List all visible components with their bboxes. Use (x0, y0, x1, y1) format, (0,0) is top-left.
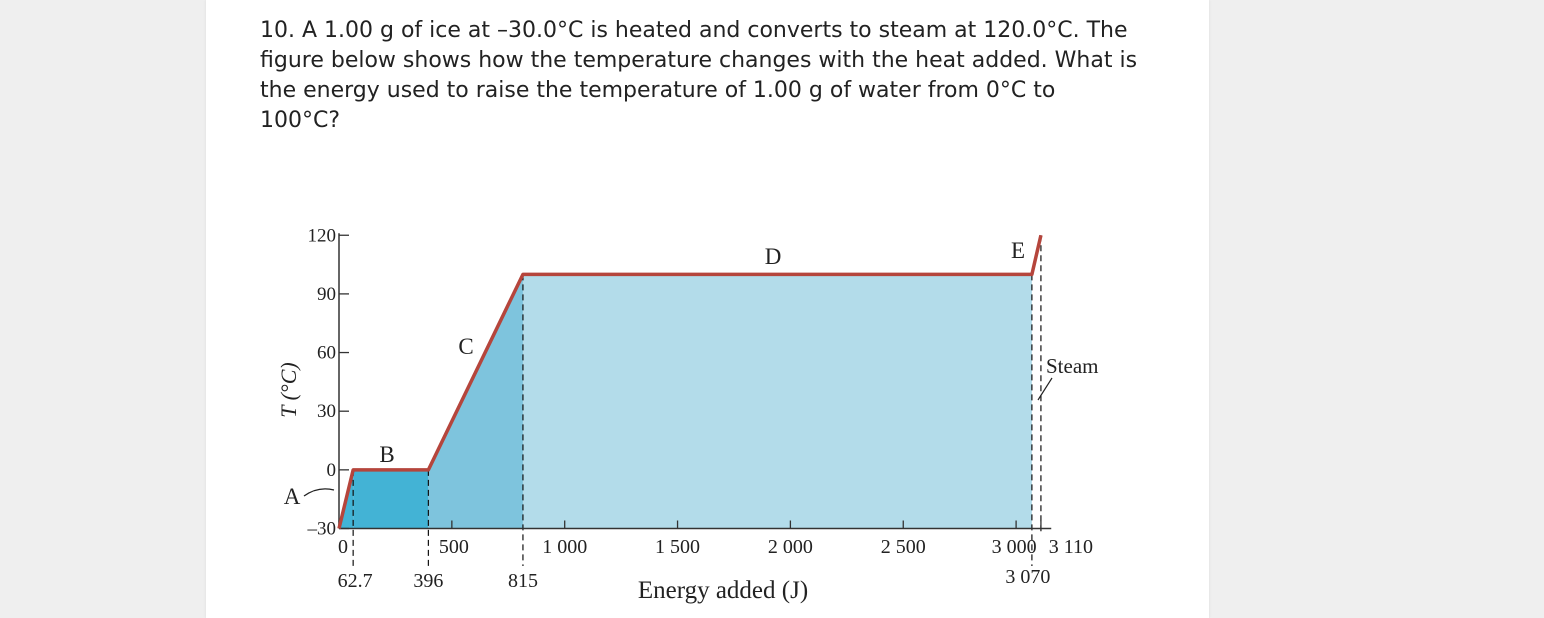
y-tick-label: 60 (317, 343, 336, 364)
y-tick-label: 0 (327, 460, 337, 481)
x-tick-label: 0 (338, 536, 348, 558)
segment-A-pointer (303, 488, 335, 497)
x-axis-title: Energy added (J) (638, 577, 808, 604)
marked-x-label: 62.7 (338, 570, 373, 592)
x-tick-label: 3 110 (1049, 536, 1093, 558)
steam-pointer (1037, 377, 1053, 401)
segment-label-D: D (765, 244, 782, 269)
question-text: 10. A 1.00 g of ice at –30.0°C is heated… (260, 18, 1138, 133)
y-tick-label: 90 (317, 284, 336, 305)
region-D (522, 274, 1032, 529)
steam-annotation: Steam (1046, 354, 1099, 378)
x-tick-label: 3 000 (992, 536, 1037, 558)
segment-label-C: C (458, 334, 473, 359)
chart-labels: A B C D E Steam Energy added (J) T (°C) (276, 238, 1099, 604)
chart-regions (339, 274, 1032, 529)
y-axis-title: T (°C) (276, 362, 301, 417)
x-tick-label: 1 500 (655, 536, 700, 558)
segment-label-E: E (1011, 238, 1025, 263)
y-tick-label: 120 (308, 225, 337, 246)
marked-x-label: 3 070 (1005, 566, 1050, 588)
x-tick-label: 500 (439, 536, 469, 558)
segment-label-A: A (284, 484, 301, 509)
y-tick-label: 30 (317, 401, 336, 422)
region-B (353, 469, 429, 529)
region-C (428, 274, 523, 529)
x-tick-label: 2 000 (768, 536, 813, 558)
x-tick-label: 1 000 (542, 536, 587, 558)
marked-x-label: 815 (508, 570, 538, 592)
x-tick-label: 2 500 (881, 536, 926, 558)
chart-series (337, 234, 1043, 529)
chart-guides (352, 235, 1042, 566)
temperature-line (337, 234, 1043, 529)
segment-label-B: B (379, 442, 394, 467)
y-tick-label: –30 (307, 519, 337, 540)
marked-x-label: 396 (413, 570, 443, 592)
